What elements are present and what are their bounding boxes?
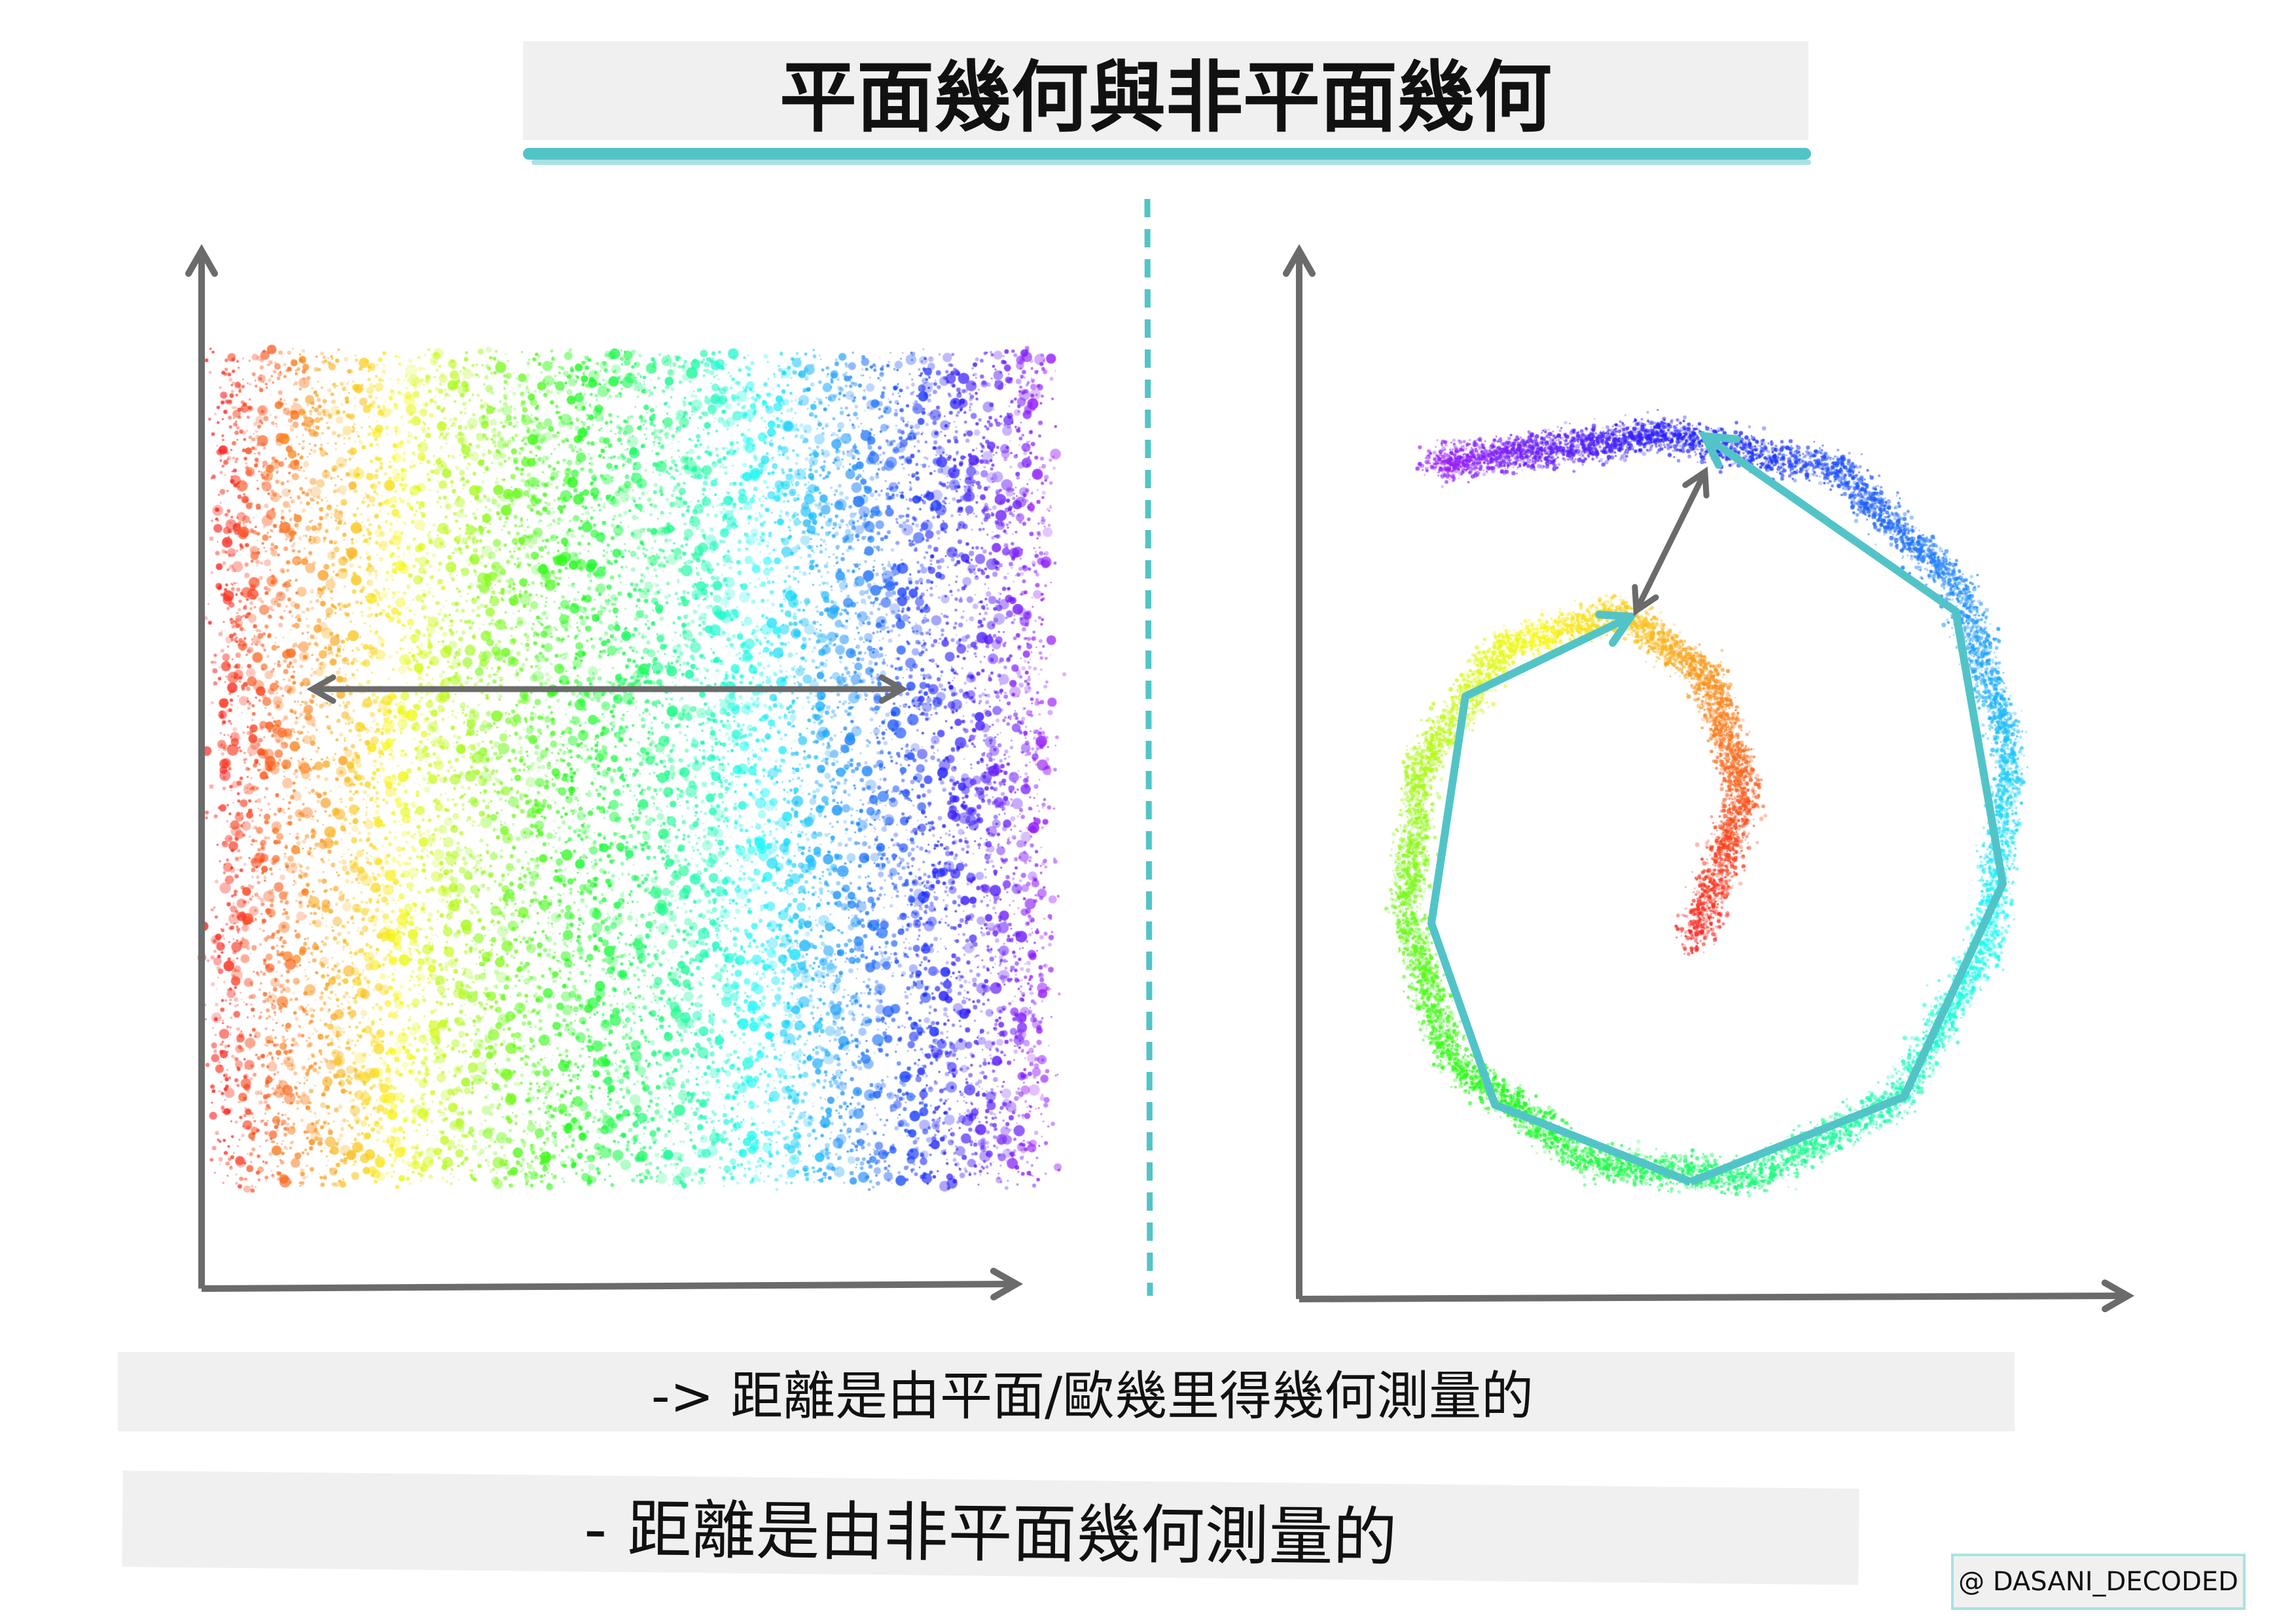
geodesic-path-inner xyxy=(1427,611,1693,1186)
right-x-axis xyxy=(1299,1279,2135,1313)
title-underline-shadow xyxy=(531,160,1811,165)
geodesic-path xyxy=(1689,431,2007,1186)
caption-non-flat-geometry: - 距離是由非平面幾何測量的 xyxy=(122,1471,1859,1585)
title-underline xyxy=(523,148,1811,160)
caption-non-flat-text: - 距離是由非平面幾何測量的 xyxy=(583,1491,1398,1576)
page-title: 平面幾何與非平面幾何 xyxy=(523,41,1808,143)
shortcut-distance-arrow xyxy=(1632,466,1710,616)
caption-flat-text: -> 距離是由平面/歐幾里得幾何測量的 xyxy=(651,1365,1534,1427)
watermark: @ DASANI_DECODED xyxy=(1951,1554,2246,1610)
divider-dashed-line xyxy=(1144,198,1153,1296)
left-x-axis xyxy=(201,1268,1024,1301)
watermark-text: @ DASANI_DECODED xyxy=(1958,1567,2238,1597)
title-text: 平面幾何與非平面幾何 xyxy=(779,52,1552,143)
caption-flat-geometry: -> 距離是由平面/歐幾里得幾何測量的 xyxy=(118,1352,2015,1431)
